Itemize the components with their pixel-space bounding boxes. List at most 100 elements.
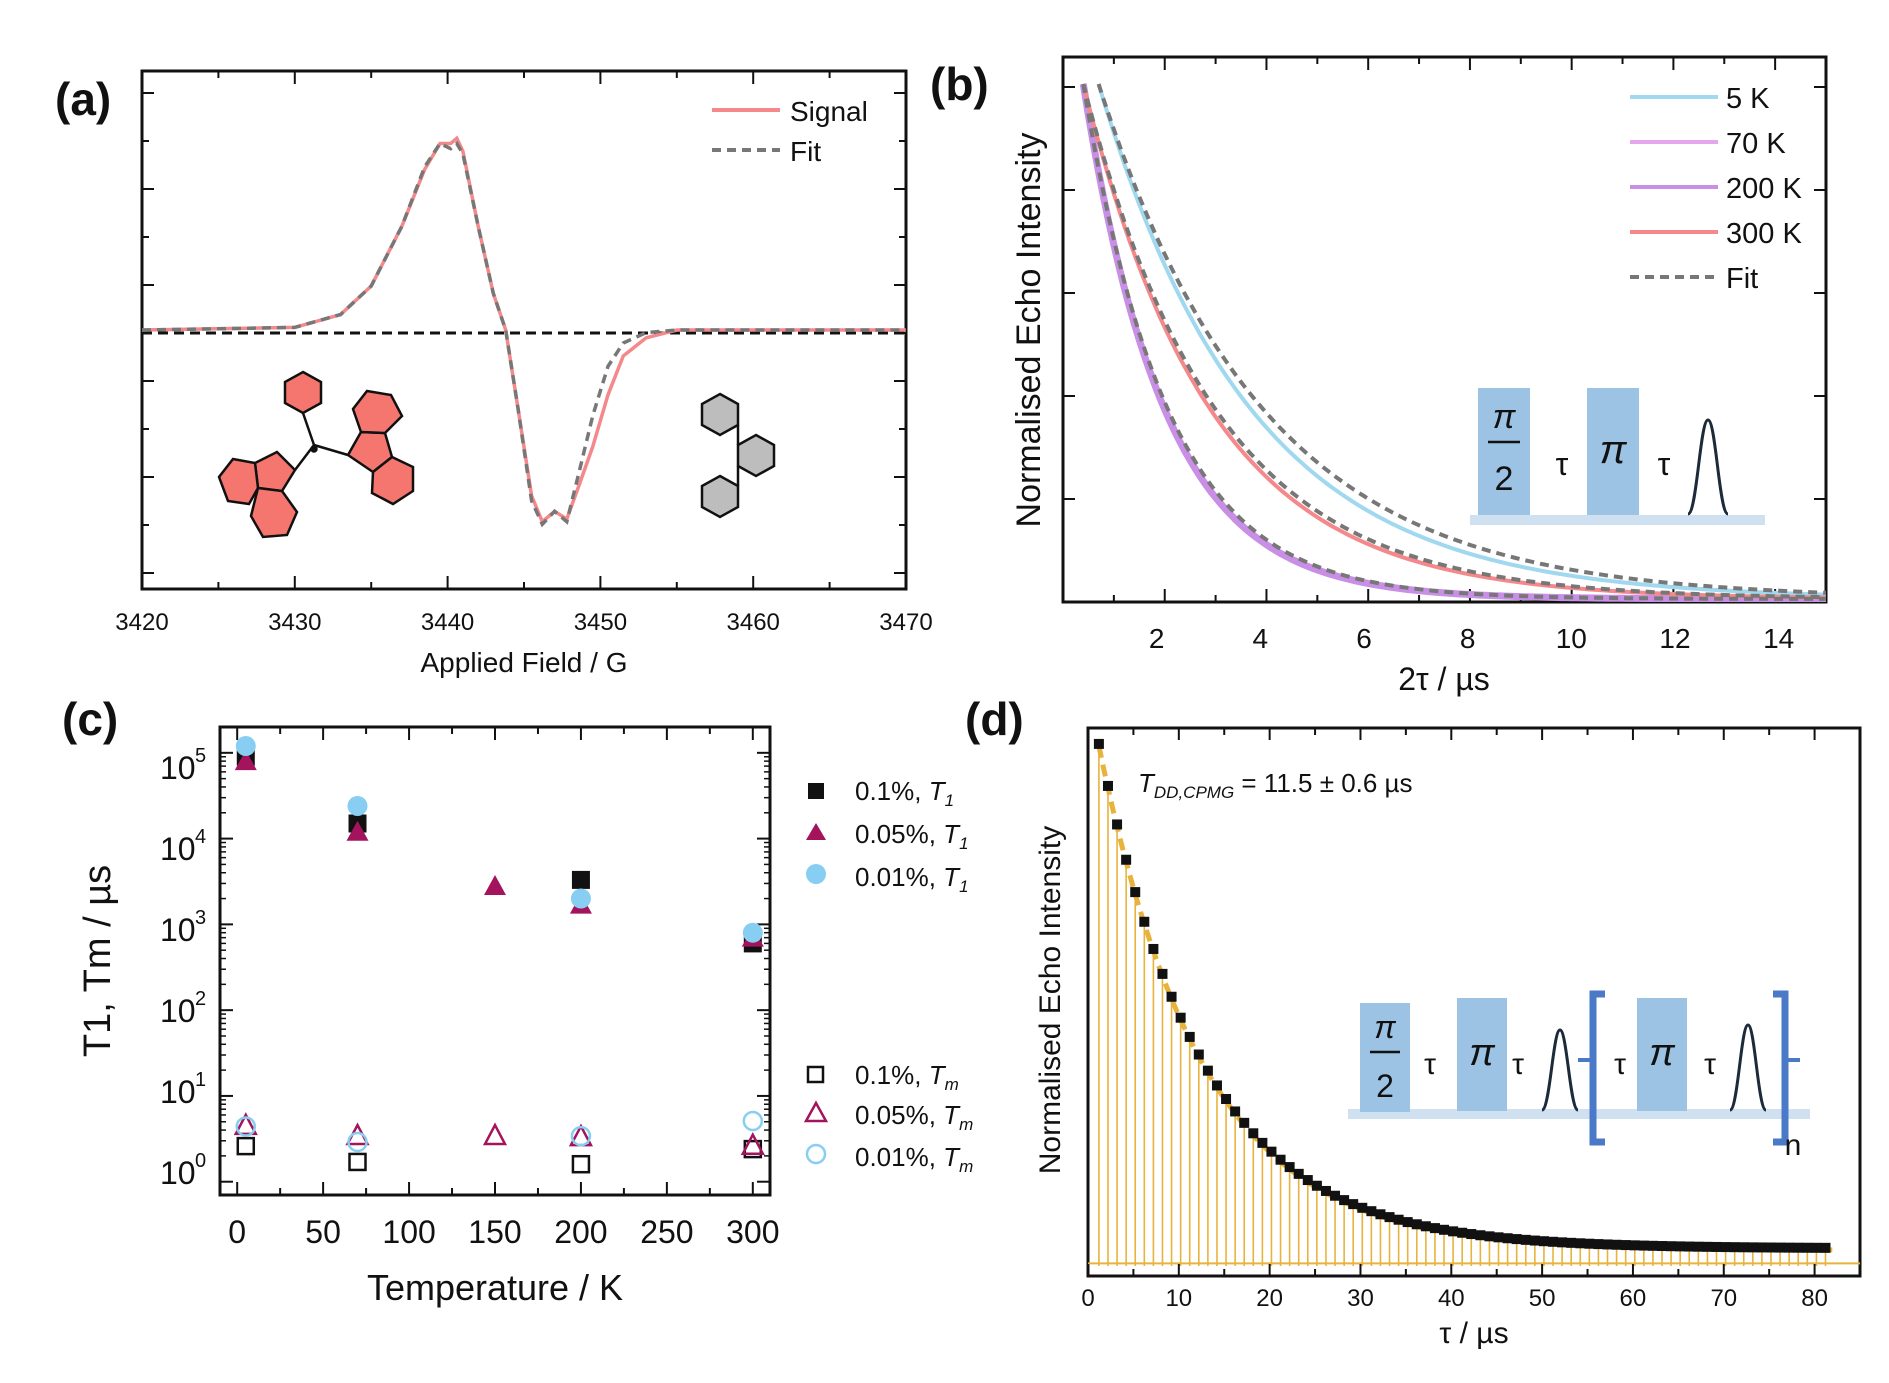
- c-point-triangle-open: [233, 1112, 258, 1136]
- terphenyl-molecule-structure: [700, 392, 776, 519]
- b-legend-200k-label: 200 K: [1726, 173, 1802, 205]
- d-echo-point: [1548, 1236, 1559, 1247]
- d-echo-point: [1566, 1237, 1577, 1248]
- c-legend-sub: 1: [959, 877, 968, 896]
- d-xtick-70: 70: [1710, 1285, 1737, 1312]
- d-echo-point: [1738, 1242, 1749, 1253]
- a-xtick-3420: 3420: [115, 609, 168, 636]
- c-xtick-0: 0: [228, 1214, 246, 1250]
- d-echo-point: [1747, 1242, 1758, 1253]
- d-echo-point: [1429, 1223, 1440, 1234]
- panel-d-axis-ticks: [1087, 728, 1861, 1276]
- d-echo-point: [1493, 1232, 1504, 1243]
- mol-five-ring-left: [253, 450, 297, 493]
- d-echo-point: [1756, 1242, 1767, 1253]
- d-echo-point: [1411, 1219, 1422, 1230]
- svg-text:10: 10: [160, 750, 196, 786]
- b-pulse-tau-1: τ: [1556, 446, 1569, 482]
- d-echo-point: [1502, 1233, 1513, 1244]
- svg-text:0.01%, Tm: 0.01%, Tm: [855, 1142, 973, 1176]
- c-legend-sub: 1: [945, 791, 954, 810]
- svg-text:10: 10: [160, 831, 196, 867]
- panel-c-axis-ticks: [220, 727, 770, 1195]
- d-bracket-n: n: [1785, 1129, 1802, 1162]
- c-legend-marker-square-filled: [808, 783, 824, 799]
- mol-ring: [700, 474, 740, 519]
- d-echo-point: [1248, 1128, 1259, 1139]
- c-legend-sym: T: [943, 1142, 961, 1172]
- b-pulse-pi-half-num: π: [1493, 398, 1517, 436]
- c-legend-sub: m: [959, 1157, 973, 1176]
- d-echo-point: [1820, 1242, 1831, 1253]
- d-pulse-tau-4: τ: [1704, 1048, 1716, 1081]
- d-echo-point: [1702, 1241, 1713, 1252]
- d-pulse-tau-2: τ: [1512, 1048, 1524, 1081]
- c-point-square-filled: [571, 870, 590, 889]
- d-echo-point: [1684, 1241, 1695, 1252]
- c-legend-marker-triangle-filled: [806, 823, 826, 840]
- svg-text:10: 10: [160, 1074, 196, 1110]
- d-echo-point: [1284, 1162, 1295, 1173]
- d-pulse-echo-1: [1540, 1028, 1580, 1112]
- d-echo-point: [1602, 1239, 1613, 1250]
- d-echo-point: [1357, 1202, 1368, 1213]
- b-legend-5k-label: 5 K: [1726, 83, 1770, 115]
- c-legend-item: 0.1%, Tm: [806, 1060, 959, 1094]
- d-echo-point: [1538, 1236, 1549, 1247]
- d-echo-point: [1802, 1242, 1813, 1253]
- d-echo-point: [1593, 1239, 1604, 1250]
- d-echo-point: [1611, 1239, 1622, 1250]
- panel-c: (c) 0 50 100 150 200 250 300 Temperature…: [62, 693, 973, 1308]
- c-legend-item: 0.05%, Tm: [803, 1100, 973, 1134]
- d-echo-point: [1729, 1242, 1740, 1253]
- c-point-square-open: [348, 1152, 367, 1172]
- a-xlabel: Applied Field / G: [421, 647, 628, 678]
- d-echo-point: [1693, 1241, 1704, 1252]
- svg-text:5: 5: [195, 745, 206, 767]
- d-xtick-20: 20: [1256, 1285, 1283, 1312]
- d-echo-point: [1230, 1106, 1241, 1117]
- c-xtick-300: 300: [726, 1214, 779, 1250]
- svg-text:3: 3: [195, 907, 206, 929]
- d-xlabel: τ / µs: [1439, 1317, 1508, 1350]
- d-bracket-left: [1589, 990, 1605, 1146]
- c-point-circle-open: [347, 1131, 368, 1153]
- d-echo-point: [1629, 1240, 1640, 1251]
- c-legend-item: 0.01%, Tm: [805, 1142, 973, 1176]
- svg-text:0.1%, T1: 0.1%, T1: [855, 776, 954, 810]
- c-legend-sub: m: [959, 1115, 973, 1134]
- panel-a-fit-line: [142, 140, 906, 528]
- svg-text:0.05%, Tm: 0.05%, Tm: [855, 1100, 973, 1134]
- d-echo-point: [1420, 1221, 1431, 1232]
- c-legend-marker-circle-filled: [806, 864, 826, 884]
- d-echo-point: [1439, 1224, 1450, 1235]
- d-echo-point: [1720, 1242, 1731, 1253]
- d-echo-point: [1457, 1227, 1468, 1238]
- d-echo-point: [1375, 1209, 1386, 1220]
- c-point-circle-filled: [347, 795, 368, 816]
- c-point-triangle-filled: [346, 820, 369, 841]
- c-xtick-50: 50: [305, 1214, 341, 1250]
- d-xtick-40: 40: [1438, 1285, 1465, 1312]
- panel-c-markers: [233, 736, 765, 1174]
- d-echo-point: [1293, 1168, 1304, 1179]
- c-legend-sym: T: [929, 776, 947, 806]
- d-echo-point: [1584, 1238, 1595, 1249]
- d-pulse-pi-1-label: π: [1469, 1032, 1496, 1074]
- a-xtick-3430: 3430: [268, 609, 321, 636]
- a-xtick-3470: 3470: [879, 609, 932, 636]
- d-echo-point: [1202, 1065, 1213, 1076]
- panel-d: (d) 0 10 20 30 40 50 60 70 80 τ / µs Nor…: [965, 693, 1862, 1350]
- mol-ring: [736, 433, 776, 478]
- c-ytick-1e1: 10 1: [160, 1069, 206, 1110]
- d-echo-point: [1311, 1180, 1322, 1191]
- panel-d-fit-line: [1096, 745, 1833, 1253]
- b-pulse-baseline: [1470, 515, 1765, 525]
- b-fit-300k: [1081, 83, 1826, 600]
- c-point-circle-open: [570, 1125, 592, 1147]
- svg-text:0.1%, Tm: 0.1%, Tm: [855, 1060, 959, 1094]
- a-xtick-3460: 3460: [727, 609, 780, 636]
- d-echo-point: [1675, 1241, 1686, 1252]
- panel-a: (a) 3420 3430 3440 3450 3460 3470 Applie…: [55, 69, 933, 678]
- c-ytick-1e5: 10 5: [160, 745, 206, 786]
